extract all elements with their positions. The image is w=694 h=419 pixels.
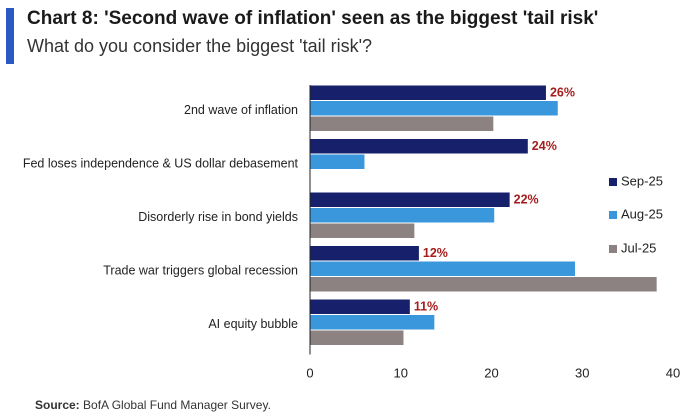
chart-subtitle: What do you consider the biggest 'tail r… xyxy=(27,36,373,56)
data-label: 24% xyxy=(532,139,557,153)
bar-aug-25-disorderly-rise-in-bond-yields xyxy=(310,208,495,223)
category-label: Fed loses independence & US dollar debas… xyxy=(23,157,299,171)
category-label: 2nd wave of inflation xyxy=(184,103,298,117)
legend-swatch-jul-25 xyxy=(609,245,617,253)
legend-label-aug-25: Aug-25 xyxy=(621,206,663,221)
legend-swatch-sep-25 xyxy=(609,178,617,186)
category-label: Trade war triggers global recession xyxy=(103,264,298,278)
title-accent-bar xyxy=(6,8,14,64)
bar-aug-25-trade-war-triggers-global-recession xyxy=(310,261,575,276)
bar-jul-25-trade-war-triggers-global-recession xyxy=(310,277,657,292)
data-label: 11% xyxy=(414,300,438,314)
data-label: 22% xyxy=(514,193,539,207)
category-label: AI equity bubble xyxy=(208,317,298,331)
legend-swatch-aug-25 xyxy=(609,211,617,219)
x-tick-label: 10 xyxy=(394,366,408,381)
bar-jul-25-2nd-wave-of-inflation xyxy=(310,116,494,131)
source-text: BofA Global Fund Manager Survey. xyxy=(83,398,271,412)
data-label: 12% xyxy=(423,246,448,260)
x-tick-label: 20 xyxy=(484,366,498,381)
bar-jul-25-disorderly-rise-in-bond-yields xyxy=(310,223,415,238)
bar-aug-25-2nd-wave-of-inflation xyxy=(310,101,558,116)
bar-sep-25-2nd-wave-of-inflation xyxy=(310,85,546,100)
bar-sep-25-disorderly-rise-in-bond-yields xyxy=(310,192,510,207)
bar-sep-25-ai-equity-bubble xyxy=(310,299,410,314)
source-note: Source: BofA Global Fund Manager Survey. xyxy=(35,398,271,412)
bar-aug-25-ai-equity-bubble xyxy=(310,315,435,330)
x-tick-label: 0 xyxy=(306,366,313,381)
legend-label-sep-25: Sep-25 xyxy=(621,173,663,188)
source-label: Source: xyxy=(35,398,80,412)
bar-sep-25-trade-war-triggers-global-recession xyxy=(310,246,419,261)
bar-jul-25-ai-equity-bubble xyxy=(310,330,404,345)
legend-label-jul-25: Jul-25 xyxy=(621,240,656,255)
category-label: Disorderly rise in bond yields xyxy=(138,210,298,224)
chart-title: Chart 8: 'Second wave of inflation' seen… xyxy=(27,8,599,29)
x-tick-label: 40 xyxy=(666,366,680,381)
x-tick-label: 30 xyxy=(575,366,589,381)
bar-sep-25-fed-loses-independence-us-dollar-debasement xyxy=(310,139,528,154)
data-label: 26% xyxy=(550,86,575,100)
bar-aug-25-fed-loses-independence-us-dollar-debasement xyxy=(310,154,365,169)
